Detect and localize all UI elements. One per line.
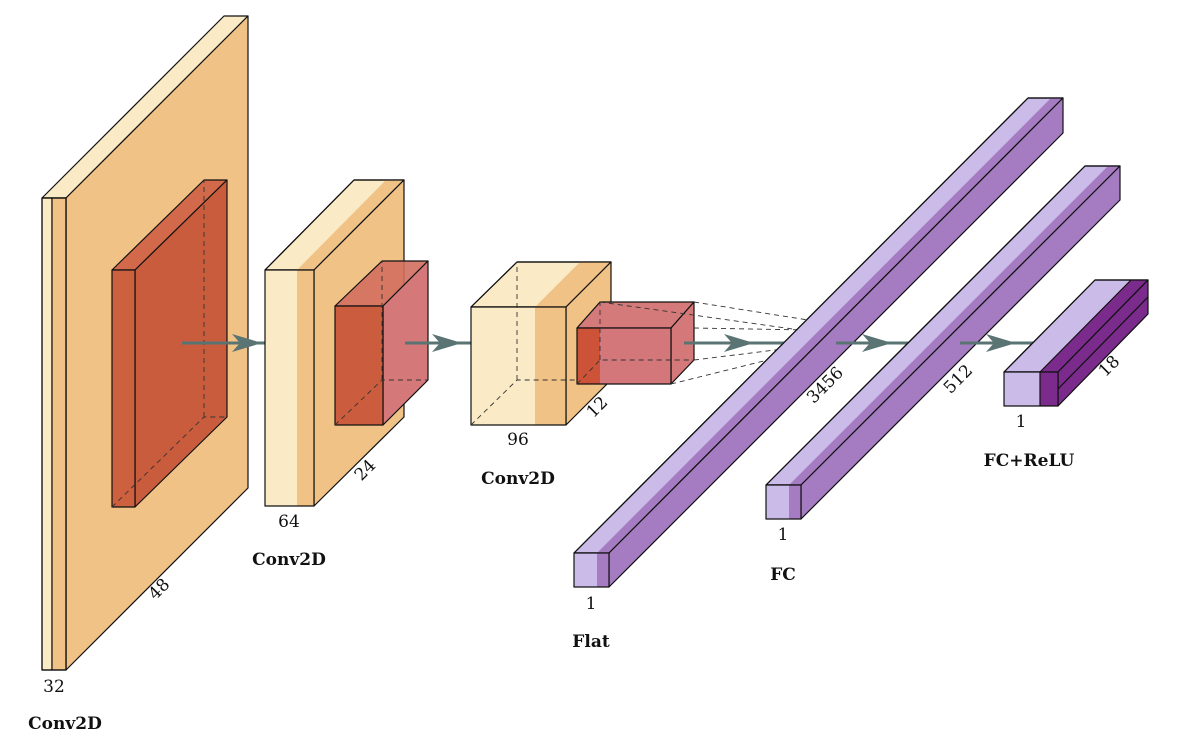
conv2-title: Conv2D [252,550,326,570]
flat-dim-a: 1 [586,594,597,614]
conv2-dim-a: 64 [278,512,300,532]
conv3-title: Conv2D [481,469,555,489]
fc-relu-title: FC+ReLU [984,451,1075,471]
conv1-title: Conv2D [28,714,102,734]
fc-relu-block [1003,279,1149,407]
conv1-dim-a: 32 [43,677,65,697]
fc-title: FC [770,565,796,585]
projection-lines [599,301,809,385]
fc-dim-a: 1 [778,525,789,545]
flat-title: Flat [572,632,610,652]
pool-block-3 [576,301,695,385]
arrow-3 [684,334,800,352]
fc-relu-dim-a: 1 [1016,412,1027,432]
pool-block-1 [111,179,228,508]
conv3-dim-a: 96 [507,430,529,450]
